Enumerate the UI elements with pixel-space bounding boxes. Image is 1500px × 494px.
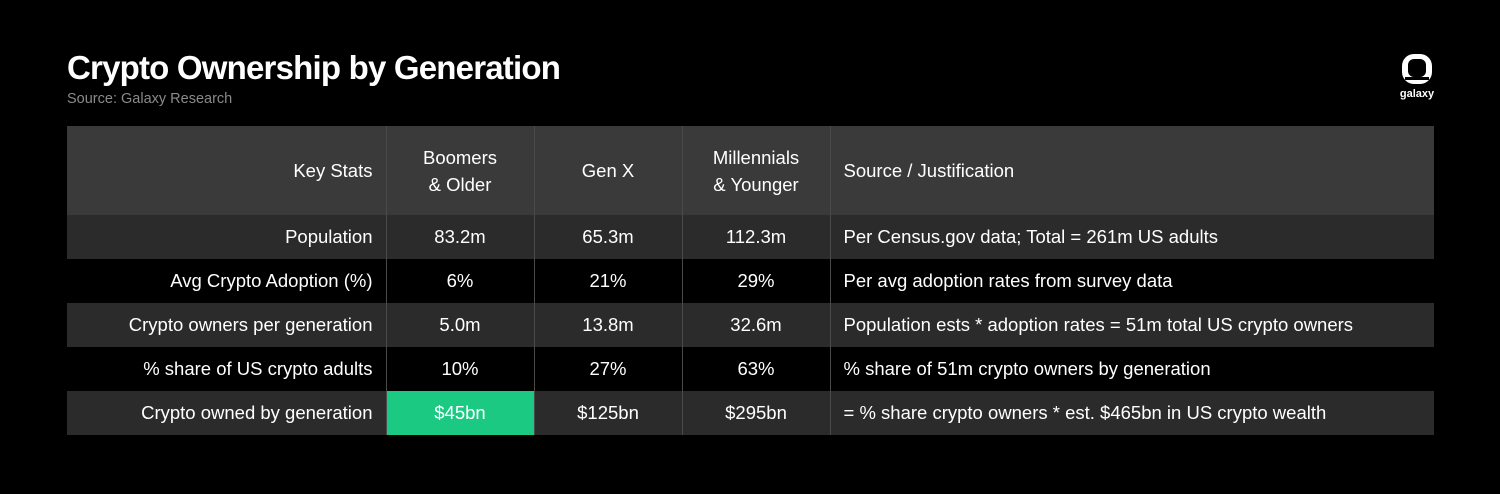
stat-value-cell: 63% xyxy=(682,347,831,391)
column-header: Boomers & Older xyxy=(386,126,535,215)
source-justification-cell: Population ests * adoption rates = 51m t… xyxy=(830,303,1434,347)
page-title: Crypto Ownership by Generation xyxy=(67,49,561,86)
stat-value-cell: 112.3m xyxy=(682,215,831,259)
column-header-line: Source / Justification xyxy=(843,160,1015,181)
table-header-row: Key Stats Boomers & Older Gen X Millennials &… xyxy=(67,126,1434,215)
column-header-line: Key Stats xyxy=(293,160,373,181)
table-row: Crypto owners per generation 5.0m 13.8m 32.… xyxy=(67,303,1434,347)
galaxy-logo-icon xyxy=(1402,54,1432,84)
table-row: Avg Crypto Adoption (%) 6% 21% 29% Per avg a… xyxy=(67,259,1434,303)
stats-table: Key Stats Boomers & Older Gen X Millennials &… xyxy=(67,126,1434,435)
galaxy-logo: galaxy xyxy=(1395,52,1439,108)
table-row: Population 83.2m 65.3m 112.3m Per Census.gov… xyxy=(67,215,1434,259)
stat-value-cell: 83.2m xyxy=(386,215,535,259)
column-header-line: Gen X xyxy=(581,160,635,181)
source-caption: Source: Galaxy Research xyxy=(67,91,233,107)
column-header-line: Millennials xyxy=(712,146,800,168)
stat-value-cell: 29% xyxy=(682,259,831,303)
stat-value-cell: 6% xyxy=(386,259,535,303)
stat-value-cell: 10% xyxy=(386,347,535,391)
stat-value-cell: 21% xyxy=(534,259,683,303)
row-label: Avg Crypto Adoption (%) xyxy=(67,259,387,303)
stat-value-cell: $45bn xyxy=(386,391,535,435)
stat-value-cell: 13.8m xyxy=(534,303,683,347)
table-row: % share of US crypto adults 10% 27% 63%% sh… xyxy=(67,347,1434,391)
stat-value-cell: $125bn xyxy=(534,391,683,435)
row-label: % share of US crypto adults xyxy=(67,347,387,391)
column-header-line: & Older xyxy=(428,173,492,195)
stat-value-cell: 32.6m xyxy=(682,303,831,347)
column-header: Source / Justification xyxy=(830,126,1434,215)
column-header-line: & Younger xyxy=(713,173,799,195)
source-justification-cell: Per avg adoption rates from survey data xyxy=(830,259,1434,303)
column-header-line: Boomers xyxy=(422,146,498,168)
source-justification-cell: Per Census.gov data; Total = 261m US adu… xyxy=(830,215,1434,259)
stat-value-cell: 5.0m xyxy=(386,303,535,347)
row-label: Population xyxy=(67,215,387,259)
row-label: Crypto owners per generation xyxy=(67,303,387,347)
source-justification-cell: = % share crypto owners * est. $465bn in… xyxy=(830,391,1434,435)
stat-value-cell: 27% xyxy=(534,347,683,391)
column-header: Gen X xyxy=(534,126,683,215)
stat-value-cell: 65.3m xyxy=(534,215,683,259)
table-body: Population 83.2m 65.3m 112.3m Per Census.gov… xyxy=(67,215,1434,435)
column-header: Key Stats xyxy=(67,126,387,215)
stat-value-cell: $295bn xyxy=(682,391,831,435)
table-row: Crypto owned by generation $45bn $125bn $29… xyxy=(67,391,1434,435)
source-justification-cell: % share of 51m crypto owners by generati… xyxy=(830,347,1434,391)
column-header: Millennials & Younger xyxy=(682,126,831,215)
row-label: Crypto owned by generation xyxy=(67,391,387,435)
logo-text: galaxy xyxy=(1399,88,1435,100)
